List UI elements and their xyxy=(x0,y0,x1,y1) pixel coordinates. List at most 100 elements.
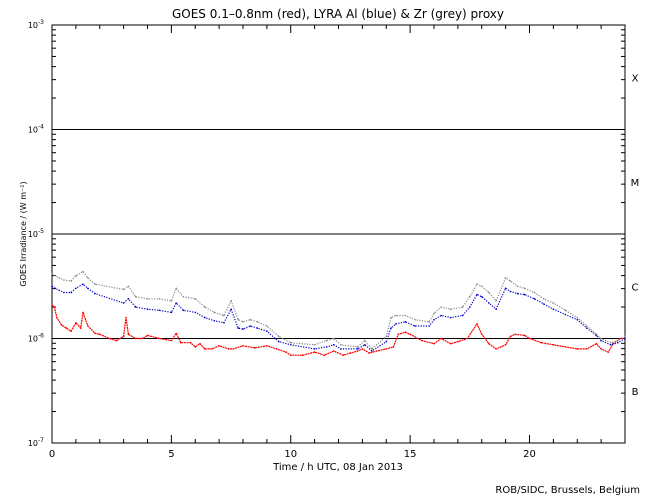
data-point xyxy=(122,335,125,338)
flare-class-label: M xyxy=(631,178,640,189)
x-tick-label: 15 xyxy=(404,449,417,460)
data-point xyxy=(82,311,84,314)
data-point xyxy=(564,313,567,316)
data-point xyxy=(182,295,185,298)
data-point xyxy=(82,283,84,286)
x-tick-label: 0 xyxy=(49,449,55,460)
chart-title: GOES 0.1–0.8nm (red), LYRA Al (blue) & Z… xyxy=(172,7,504,21)
data-point xyxy=(87,277,89,279)
data-point xyxy=(122,302,125,304)
flare-class-label: X xyxy=(632,73,639,84)
data-point xyxy=(390,316,392,319)
data-point xyxy=(170,339,173,342)
data-point xyxy=(223,314,225,317)
data-point xyxy=(254,347,256,349)
data-series xyxy=(51,270,626,357)
data-point xyxy=(576,348,579,350)
data-point xyxy=(223,322,225,324)
data-point xyxy=(278,335,280,338)
data-point xyxy=(481,285,483,288)
data-point xyxy=(461,314,464,317)
data-point xyxy=(199,342,201,345)
data-point xyxy=(385,348,388,350)
data-point xyxy=(146,308,149,311)
data-point xyxy=(404,331,407,334)
data-point xyxy=(189,341,192,344)
data-point xyxy=(230,300,232,302)
data-point xyxy=(595,342,598,345)
data-point xyxy=(194,311,197,314)
data-point xyxy=(371,348,373,350)
data-point xyxy=(332,337,335,340)
data-point xyxy=(509,290,512,293)
data-point xyxy=(158,298,161,300)
data-point xyxy=(313,351,316,353)
data-point xyxy=(213,311,216,314)
data-point xyxy=(481,295,483,298)
data-point xyxy=(586,325,588,327)
series-line-2 xyxy=(51,270,626,350)
data-point xyxy=(94,332,96,335)
data-point xyxy=(115,339,118,342)
series-line-0 xyxy=(51,304,625,356)
data-point xyxy=(218,345,220,347)
data-point xyxy=(180,341,182,344)
data-point xyxy=(332,350,335,352)
data-point xyxy=(461,306,464,308)
data-point xyxy=(87,325,89,327)
data-point xyxy=(227,348,230,350)
data-point xyxy=(404,321,407,323)
data-point xyxy=(242,345,244,347)
data-point xyxy=(290,341,292,344)
data-point xyxy=(342,354,345,357)
data-point xyxy=(266,330,268,333)
data-point xyxy=(433,318,435,321)
data-point xyxy=(256,321,259,323)
y-tick-label: 10-6 xyxy=(28,333,44,344)
data-point xyxy=(523,287,526,290)
data-point xyxy=(552,308,555,311)
data-point xyxy=(564,309,567,312)
data-point xyxy=(340,344,342,346)
data-point xyxy=(397,333,400,336)
data-point xyxy=(325,346,328,348)
y-tick-label: 10-7 xyxy=(28,437,44,448)
data-point xyxy=(516,292,519,295)
data-point xyxy=(349,352,352,354)
data-point xyxy=(395,314,397,317)
data-point xyxy=(449,342,452,345)
data-point xyxy=(127,285,130,288)
y-axis-label: GOES Irradiance / (W m⁻²) xyxy=(19,181,28,286)
data-point xyxy=(249,318,251,321)
data-point xyxy=(624,337,626,340)
data-point xyxy=(428,325,431,327)
data-point xyxy=(600,337,602,340)
data-point xyxy=(232,348,235,350)
data-point xyxy=(609,341,612,344)
data-point xyxy=(182,309,185,312)
data-point xyxy=(75,287,77,290)
data-point xyxy=(204,306,206,308)
data-point xyxy=(414,318,416,321)
y-tick-label: 10-5 xyxy=(28,228,44,239)
data-point xyxy=(364,344,366,346)
data-point xyxy=(440,337,443,340)
data-point xyxy=(564,346,567,348)
data-point xyxy=(528,337,531,340)
data-point xyxy=(617,339,619,342)
data-point xyxy=(440,306,443,308)
data-point xyxy=(213,319,216,322)
flare-class-lines xyxy=(52,129,625,339)
data-point xyxy=(70,280,72,282)
data-point xyxy=(504,287,507,290)
data-point xyxy=(275,348,278,350)
data-point xyxy=(79,327,82,329)
data-point xyxy=(392,346,395,348)
data-point xyxy=(523,334,526,337)
data-point xyxy=(134,337,137,340)
data-point xyxy=(51,272,53,275)
data-point xyxy=(509,280,512,282)
data-point xyxy=(540,341,543,344)
data-point xyxy=(595,333,598,336)
data-point xyxy=(368,352,371,354)
